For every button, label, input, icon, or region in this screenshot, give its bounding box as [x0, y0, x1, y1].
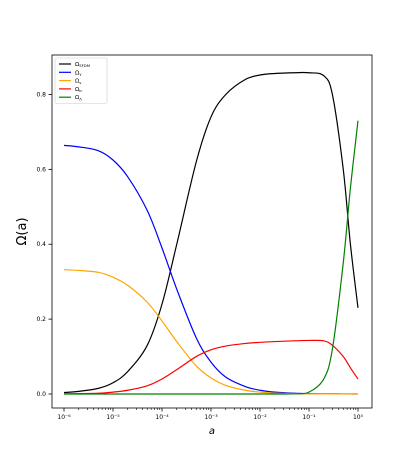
y-axis: 0.0 0.2 0.4 0.6 0.8 [36, 91, 52, 398]
legend: ΩSFDM Ωγ Ων Ωb ΩΛ [54, 57, 108, 104]
legend-box [54, 57, 108, 104]
y-axis-label: Ω(a) [15, 217, 30, 245]
x-tick-label: 10⁻⁶ [57, 414, 71, 421]
y-tick-label: 0.6 [36, 166, 46, 173]
legend-entry-label: Ων [75, 79, 81, 85]
axes-frame [51, 54, 373, 409]
series-layer [63, 71, 359, 395]
x-axis-label: a [209, 426, 215, 437]
x-tick-label: 10⁻⁴ [155, 414, 169, 421]
y-tick-label: 0.4 [36, 241, 46, 248]
legend-entry-label: ΩΛ [75, 95, 82, 101]
legend-entry-label: ΩSFDM [75, 62, 90, 68]
x-axis: 10⁻⁶ 10⁻⁵ 10⁻⁴ 10⁻³ 10⁻² 10⁻¹ 10⁰ [57, 408, 364, 421]
y-tick-label: 0.8 [36, 91, 46, 98]
x-tick-label: 10⁻³ [204, 414, 218, 421]
legend-entry-label: Ωb [75, 87, 82, 93]
x-tick-label: 10⁻⁵ [106, 414, 120, 421]
legend-entry-label: Ωγ [75, 70, 82, 76]
series-line-3 [63, 339, 359, 395]
series-line-2 [63, 269, 359, 395]
series-line-0 [63, 71, 359, 394]
series-line-4 [64, 120, 359, 395]
y-tick-label: 0.2 [36, 316, 46, 323]
x-tick-label: 10⁰ [353, 414, 364, 421]
x-tick-label: 10⁻² [253, 414, 267, 421]
y-tick-label: 0.0 [36, 391, 46, 398]
x-tick-label: 10⁻¹ [302, 414, 316, 421]
